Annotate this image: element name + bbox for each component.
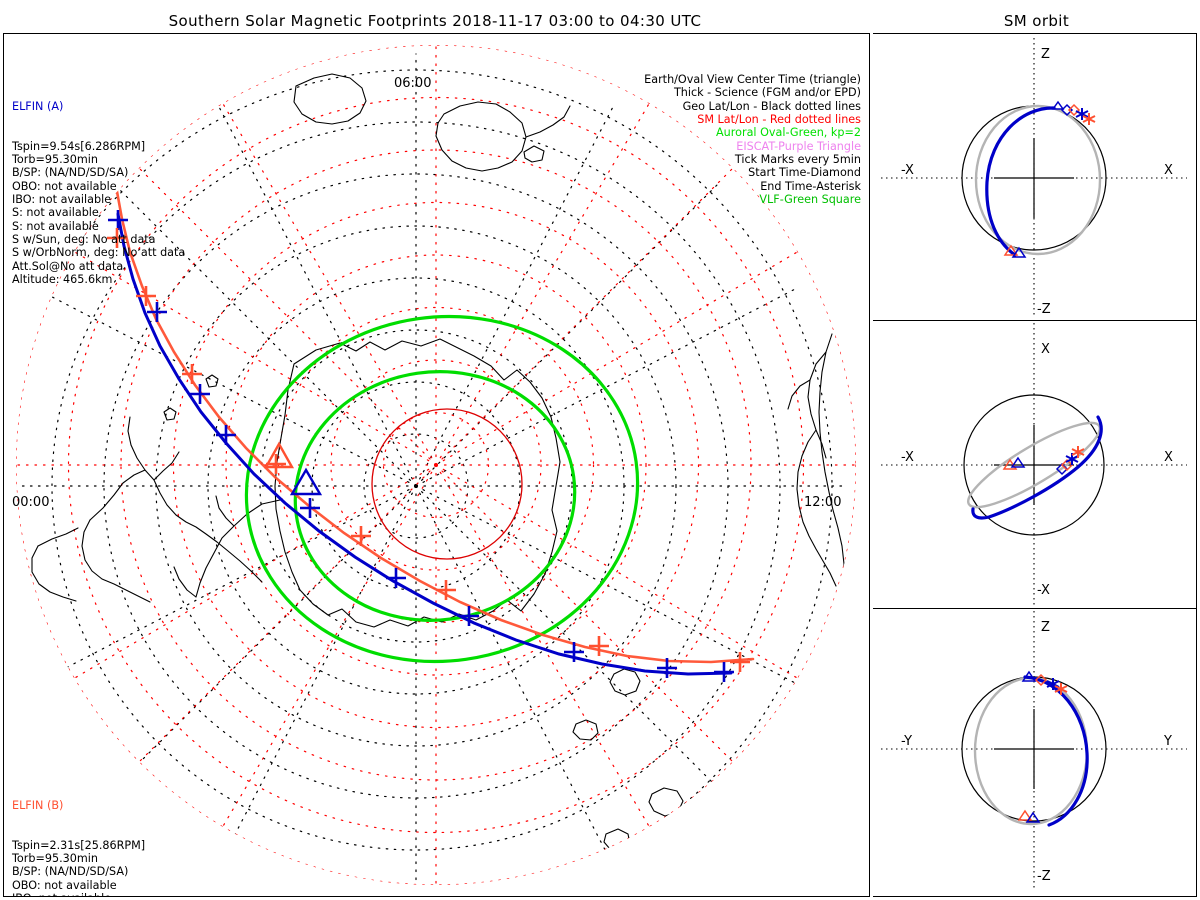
full-orbit-ellipse: [966, 422, 1102, 509]
full-orbit-ellipse: [974, 104, 1102, 256]
orbit-view-yz[interactable]: Z -Z -Y Y: [873, 609, 1196, 896]
center-time-triangles: [1017, 809, 1041, 823]
mlt-label-1800: 18:00: [412, 895, 449, 896]
satellite-a-info: ELFIN (A) Tspin=9.54s[6.286RPM] Torb=95.…: [12, 73, 185, 313]
legend-entry-8: End Time-Asterisk: [760, 179, 861, 193]
end-markers: [1046, 677, 1068, 695]
legend-entry-4: Auroral Oval-Green, kp=2: [716, 126, 861, 140]
legend-entry-1: Thick - Science (FGM and/or EPD): [673, 86, 861, 100]
legend-entry-7: Start Time-Diamond: [748, 166, 861, 180]
satellite-b-details: Tspin=2.31s[25.86RPM] Torb=95.30min B/SP…: [12, 838, 146, 896]
axis-dotted-lines: [881, 610, 1187, 890]
polar-footprint-plot[interactable]: ELFIN (A) Tspin=9.54s[6.286RPM] Torb=95.…: [3, 33, 870, 897]
geo-meridians: [16, 53, 849, 885]
auroral-oval: [244, 314, 640, 664]
model-credit: Tsyganenko-1996 Created: Sun Jan 29 09:4…: [680, 895, 869, 896]
traversed-track: [971, 415, 1103, 520]
legend-entry-5: EISCAT-Purple Triangle: [736, 139, 861, 153]
center-time-triangles: [1003, 244, 1027, 258]
mlt-label-0600: 06:00: [394, 76, 432, 91]
track-elfin-b: [114, 184, 755, 664]
plot-legend: Earth/Oval View Center Time (triangle) Th…: [644, 73, 861, 206]
view-center-triangle-elfin-a: [289, 467, 323, 496]
orbit-panel-title: SM orbit: [1003, 12, 1070, 30]
legend-entry-0: Earth/Oval View Center Time (triangle): [644, 73, 861, 86]
satellite-a-details: Tspin=9.54s[6.286RPM] Torb=95.30min B/SP…: [12, 139, 186, 287]
axis-label-x: X: [1164, 450, 1173, 465]
axis-label-z: Z: [1041, 47, 1050, 62]
legend-entry-3: SM Lat/Lon - Red dotted lines: [697, 113, 861, 127]
polar-plot-canvas: [16, 45, 856, 885]
orbit-view-xz[interactable]: Z -Z -X X: [873, 34, 1196, 322]
mlt-label-0000: 00:00: [12, 495, 50, 510]
satellite-b-name: ELFIN (B): [12, 798, 64, 812]
traversed-track: [985, 106, 1056, 257]
view-center-triangle-elfin-b: [263, 441, 295, 469]
tick-marks-elfin-a: [108, 210, 734, 682]
axis-label-z: Z: [1041, 620, 1050, 635]
axis-label-y: Y: [1163, 734, 1172, 749]
axis-dotted-lines: [881, 38, 1187, 317]
start-markers: [1021, 670, 1048, 686]
end-markers: [1065, 446, 1085, 466]
axis-label-x: X: [1164, 163, 1173, 178]
center-time-triangles: [1002, 456, 1026, 471]
start-markers: [1055, 459, 1074, 476]
axis-cross: [994, 138, 1074, 218]
satellite-b-info: ELFIN (B) Tspin=2.31s[25.86RPM] Torb=95.…: [12, 772, 185, 896]
axis-cross: [994, 708, 1074, 789]
traversed-track: [1023, 675, 1089, 827]
legend-entry-6: Tick Marks every 5min: [734, 153, 861, 167]
earth-circle: [963, 394, 1105, 536]
axis-label-y: X: [1041, 342, 1050, 357]
mlt-label-1200: 12:00: [804, 495, 842, 510]
tick-marks-elfin-b: [107, 228, 750, 672]
full-orbit-ellipse: [973, 676, 1089, 825]
sm-inner-circle: [371, 408, 523, 560]
axis-label-neg-z: -Z: [1037, 869, 1051, 884]
satellite-a-name: ELFIN (A): [12, 99, 64, 113]
track-elfin-a: [116, 212, 733, 676]
orbit-view-xy[interactable]: X -X -X X: [873, 321, 1196, 609]
legend-entry-9: VLF-Green Square: [759, 193, 861, 207]
axis-label-neg-y: -Y: [901, 734, 912, 749]
sm-orbit-panel[interactable]: Z -Z -X X: [873, 33, 1197, 897]
axis-label-neg-x: -X: [901, 163, 914, 178]
legend-entry-2: Geo Lat/Lon - Black dotted lines: [682, 99, 861, 113]
axis-label-neg-z: -Z: [1037, 302, 1051, 317]
axis-label-neg-x: -X: [901, 450, 914, 465]
end-markers: [1075, 108, 1096, 125]
page-title: Southern Solar Magnetic Footprints 2018-…: [168, 12, 702, 30]
start-markers: [1051, 100, 1081, 117]
axis-label-neg-y: -X: [1037, 583, 1050, 598]
